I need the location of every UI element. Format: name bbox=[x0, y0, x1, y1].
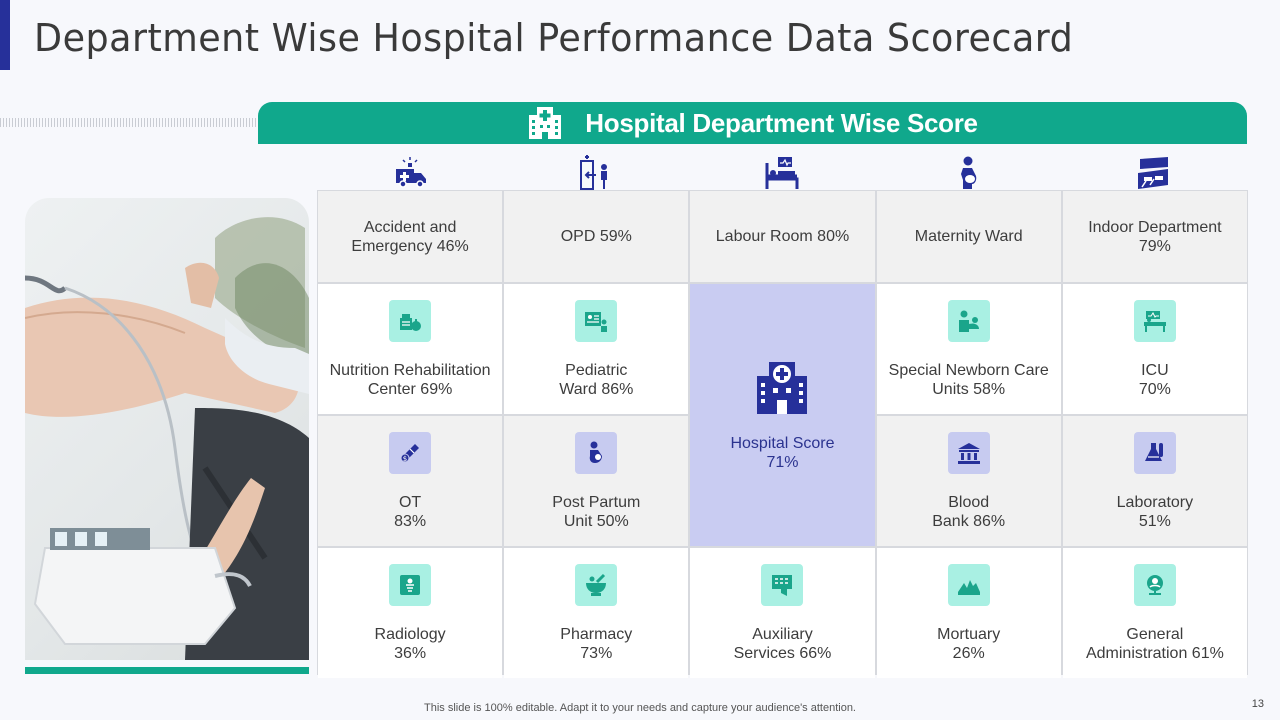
department-label: OT 83% bbox=[394, 493, 427, 530]
department-label: Mortuary 26% bbox=[937, 625, 1001, 662]
dotted-divider bbox=[0, 118, 256, 127]
department-cell-auxiliary-services: Auxiliary Services 66% bbox=[690, 548, 875, 678]
department-cell-pharmacy: Pharmacy 73% bbox=[504, 548, 689, 678]
department-label: Laboratory 51% bbox=[1116, 493, 1194, 530]
department-cell-accident-emergency: Accident and Emergency 46% bbox=[318, 191, 503, 282]
department-label: Labour Room 80% bbox=[715, 228, 850, 245]
department-cell-general-administration: General Administration 61% bbox=[1062, 548, 1247, 678]
radiology-icon bbox=[389, 563, 432, 606]
photo-accent-bar bbox=[25, 667, 309, 674]
department-cell-laboratory: Laboratory 51% bbox=[1062, 416, 1247, 546]
hospital-icon bbox=[529, 107, 562, 139]
department-label: General Administration 61% bbox=[1085, 625, 1224, 662]
laboratory-icon bbox=[1133, 431, 1176, 474]
department-label: Auxiliary Services 66% bbox=[733, 625, 832, 662]
department-label: ICU 70% bbox=[1138, 361, 1171, 398]
svg-text:$: $ bbox=[403, 455, 407, 463]
ot-icon: $ bbox=[389, 431, 432, 474]
department-label: Maternity Ward bbox=[914, 228, 1023, 245]
department-cell-icu: ICU 70% bbox=[1062, 284, 1247, 414]
department-label: Pharmacy 73% bbox=[560, 625, 633, 662]
department-cell-radiology: Radiology 36% bbox=[318, 548, 503, 678]
doctor-checking-blood-pressure-photo bbox=[25, 198, 309, 660]
department-cell-special-newborn-care: Special Newborn Care Units 58% bbox=[876, 284, 1061, 414]
indoor-department-icon bbox=[1134, 154, 1174, 192]
mortuary-icon bbox=[947, 563, 990, 606]
department-cell-nutrition-rehabilitation: Nutrition Rehabilitation Center 69% bbox=[318, 284, 503, 414]
score-header-title: Hospital Department Wise Score bbox=[585, 107, 978, 138]
department-cell-post-partum-unit: Post Partum Unit 50% bbox=[504, 416, 689, 546]
department-label: Special Newborn Care Units 58% bbox=[888, 361, 1049, 398]
page-number: 13 bbox=[1251, 698, 1264, 710]
labour-room-icon bbox=[762, 154, 802, 192]
post-partum-icon bbox=[575, 431, 618, 474]
department-cell-labour-room: Labour Room 80% bbox=[690, 191, 875, 282]
pharmacy-icon bbox=[575, 563, 618, 606]
score-header-bar: Hospital Department Wise Score bbox=[258, 102, 1247, 144]
hospital-building-icon bbox=[757, 362, 808, 414]
pediatric-icon bbox=[575, 299, 618, 342]
slide-title: Department Wise Hospital Performance Dat… bbox=[34, 16, 1074, 60]
department-score-grid: Accident and Emergency 46% OPD 59% Labou… bbox=[317, 190, 1248, 678]
title-accent-bar bbox=[0, 0, 10, 70]
hospital-score-label: Hospital Score 71% bbox=[730, 435, 835, 471]
footer-note: This slide is 100% editable. Adapt it to… bbox=[424, 702, 856, 714]
icu-icon bbox=[1133, 299, 1176, 342]
general-administration-icon bbox=[1133, 563, 1176, 606]
department-label: Radiology 36% bbox=[374, 625, 446, 662]
department-cell-opd: OPD 59% bbox=[504, 191, 689, 282]
department-cell-pediatric-ward: Pediatric Ward 86% bbox=[504, 284, 689, 414]
department-label: Post Partum Unit 50% bbox=[552, 493, 641, 530]
hospital-score-cell: Hospital Score 71% bbox=[690, 284, 875, 546]
department-label: Pediatric Ward 86% bbox=[559, 361, 634, 398]
department-cell-ot: $ OT 83% bbox=[318, 416, 503, 546]
maternity-icon bbox=[948, 154, 988, 192]
department-label: Blood Bank 86% bbox=[932, 493, 1006, 530]
department-cell-indoor-department: Indoor Department 79% bbox=[1062, 191, 1247, 282]
department-cell-maternity-ward: Maternity Ward bbox=[876, 191, 1061, 282]
nutrition-icon bbox=[389, 299, 432, 342]
auxiliary-services-icon bbox=[761, 563, 804, 606]
department-cell-mortuary: Mortuary 26% bbox=[876, 548, 1061, 678]
department-label: Nutrition Rehabilitation Center 69% bbox=[329, 361, 491, 398]
department-label: Accident and Emergency 46% bbox=[351, 218, 469, 255]
department-cell-blood-bank: Blood Bank 86% bbox=[876, 416, 1061, 546]
newborn-care-icon bbox=[947, 299, 990, 342]
department-label: OPD 59% bbox=[560, 228, 632, 245]
opd-icon bbox=[576, 154, 616, 192]
department-label: Indoor Department 79% bbox=[1088, 218, 1222, 255]
ambulance-icon bbox=[391, 154, 431, 192]
blood-bank-icon bbox=[947, 431, 990, 474]
